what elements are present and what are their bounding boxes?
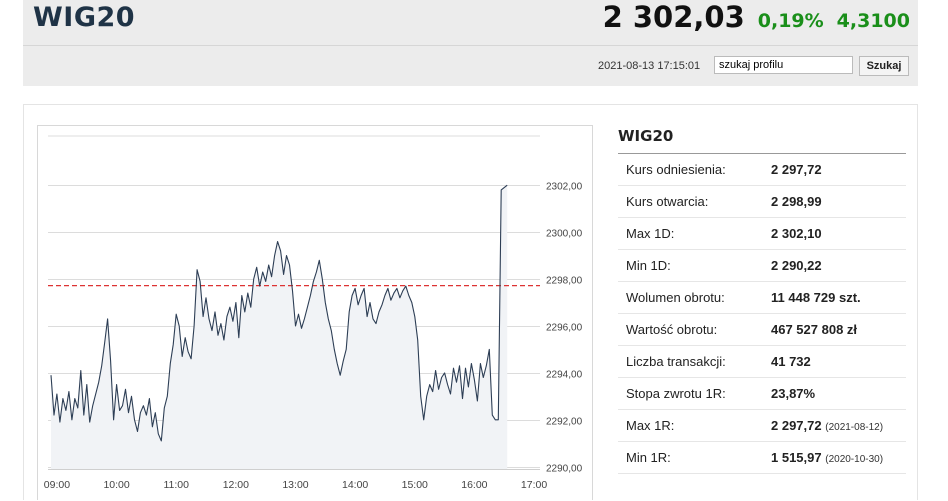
y-tick-label: 2298,00 [546,276,583,287]
stats-label: Stopa zwrotu 1R: [618,377,771,410]
stats-row: Wartość obrotu: 467 527 808 zł [618,313,906,346]
y-tick-label: 2290,00 [546,464,583,475]
y-tick-label: 2296,00 [546,323,583,334]
quote-timestamp: 2021-08-13 17:15:01 [598,60,701,72]
instrument-title: WIG20 [33,2,136,33]
x-tick-label: 17:00 [521,479,547,491]
chart-canvas: 2302,00 2300,00 2298,00 2296,00 2294,00 2292,… [44,135,583,491]
stats-row: Stopa zwrotu 1R: 23,87% [618,377,906,410]
stats-row: Liczba transakcji: 41 732 [618,345,906,378]
intraday-chart: 2302,00 2300,00 2298,00 2296,00 2294,00 2292,… [37,125,593,500]
stats-label: Min 1R: [618,441,771,474]
stats-table: Kurs odniesienia: 2 297,72 Kurs otwarcia: 2… [618,154,906,474]
stats-value: 467 527 808 zł [771,322,858,337]
last-price: 2 302,03 [602,0,745,34]
stats-row: Max 1R: 2 297,72 (2021-08-12) [618,409,906,442]
stats-value-cell: 2 290,22 [771,249,906,282]
stats-value-cell: 2 297,72 (2021-08-12) [771,409,906,442]
quote-summary: 2 302,03 0,19% 4,3100 [603,0,910,40]
stats-value: 11 448 729 szt. [771,290,861,305]
stats-value: 1 515,97 [771,450,822,465]
profile-search-input[interactable] [714,56,853,74]
x-tick-label: 09:00 [44,479,70,491]
stats-label: Wolumen obrotu: [618,281,771,314]
stats-row: Min 1D: 2 290,22 [618,249,906,282]
stats-value-cell: 2 297,72 [771,154,906,186]
y-tick-label: 2300,00 [546,229,583,240]
stats-value-cell: 467 527 808 zł [771,313,906,346]
stats-value: 23,87% [771,386,816,401]
stats-label: Min 1D: [618,249,771,282]
stats-row: Kurs odniesienia: 2 297,72 [618,154,906,186]
y-tick-label: 2292,00 [546,417,583,428]
stats-value-cell: 23,87% [771,377,906,410]
stats-value: 2 298,99 [771,194,822,209]
change-percent: 0,19% [757,10,824,32]
search-button[interactable]: Szukaj [859,56,909,76]
series-line [50,184,508,442]
change-absolute: 4,3100 [836,10,910,32]
x-tick-label: 11:00 [163,479,189,491]
stats-label: Wartość obrotu: [618,313,771,346]
x-tick-label: 15:00 [402,479,428,491]
stats-label: Kurs odniesienia: [618,154,771,186]
y-tick-label: 2294,00 [546,370,583,381]
y-tick-label: 2302,00 [546,182,583,193]
x-tick-label: 16:00 [461,479,487,491]
stats-value: 2 297,72 [771,162,822,177]
stats-value: 2 302,10 [771,226,822,241]
stats-value: 2 297,72 [771,418,822,433]
x-tick-label: 14:00 [342,479,368,491]
stats-divider [618,153,906,154]
stats-row: Wolumen obrotu: 11 448 729 szt. [618,281,906,314]
stats-value-cell: 2 298,99 [771,185,906,218]
stats-row: Max 1D: 2 302,10 [618,217,906,250]
x-tick-label: 13:00 [282,479,308,491]
stats-value: 41 732 [771,354,811,369]
stats-title: WIG20 [618,127,674,145]
stats-value-cell: 41 732 [771,345,906,378]
stats-value-cell: 2 302,10 [771,217,906,250]
stats-row: Min 1R: 1 515,97 (2020-10-30) [618,441,906,474]
x-tick-label: 12:00 [223,479,249,491]
x-tick-label: 10:00 [103,479,129,491]
stats-value: 2 290,22 [771,258,822,273]
header-divider [23,45,918,46]
content-panel [23,104,918,500]
stats-value-cell: 1 515,97 (2020-10-30) [771,441,906,474]
stats-date: (2020-10-30) [825,454,884,465]
stats-label: Max 1R: [618,409,771,442]
stats-label: Max 1D: [618,217,771,250]
quote-header: WIG20 2 302,03 0,19% 4,3100 2021-08-13 1… [23,0,918,86]
stats-date: (2021-08-12) [825,422,884,433]
series-area [51,185,508,469]
stats-label: Kurs otwarcia: [618,185,771,218]
stats-label: Liczba transakcji: [618,345,771,378]
stats-value-cell: 11 448 729 szt. [771,281,906,314]
stats-row: Kurs otwarcia: 2 298,99 [618,185,906,218]
